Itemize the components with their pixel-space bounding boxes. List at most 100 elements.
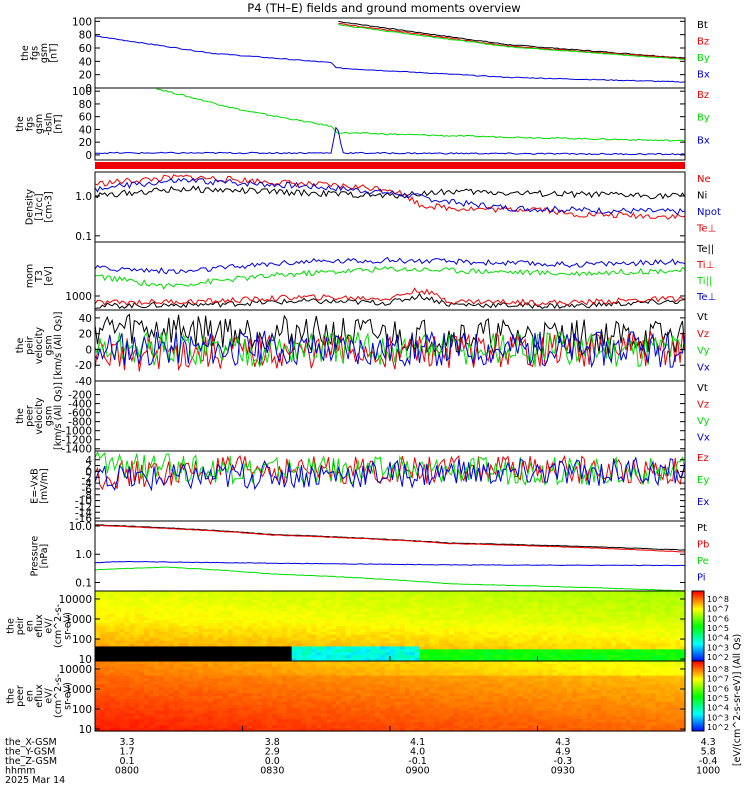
spectrogram-cell bbox=[635, 631, 642, 636]
spectrogram-cell bbox=[409, 620, 416, 624]
spectrogram-cell bbox=[321, 599, 327, 604]
spectrogram-cell bbox=[203, 658, 209, 662]
spectrogram-cell bbox=[385, 593, 391, 598]
spectrogram-cell bbox=[660, 605, 666, 610]
spectrogram-cell bbox=[449, 658, 455, 662]
spectrogram-cell bbox=[217, 620, 224, 624]
spectrogram-cell bbox=[429, 661, 435, 665]
spectrogram-cell bbox=[473, 678, 480, 683]
spectrogram-cell bbox=[409, 666, 416, 671]
spectrogram-cell bbox=[468, 672, 475, 677]
spectrogram-cell bbox=[355, 684, 362, 688]
spectrogram-cell bbox=[542, 655, 548, 659]
spectrogram-cell bbox=[468, 628, 475, 633]
spectrogram-cell bbox=[350, 672, 357, 677]
spectrogram-cell bbox=[144, 675, 150, 680]
spectrogram-cell bbox=[439, 658, 445, 662]
spectrogram-cell bbox=[198, 666, 204, 671]
spectrogram-cell bbox=[483, 655, 489, 659]
spectrogram-cell bbox=[552, 599, 558, 604]
spectrogram-cell bbox=[331, 672, 337, 677]
spectrogram-cell bbox=[680, 658, 686, 662]
spectrogram-cell bbox=[335, 687, 342, 691]
spectrogram-cell bbox=[434, 596, 440, 601]
spectrogram-cell bbox=[247, 652, 253, 656]
spectrogram-cell bbox=[493, 658, 499, 662]
spectrogram-cell bbox=[129, 663, 135, 668]
spectrogram-cell bbox=[316, 652, 322, 656]
spectrogram-cell bbox=[183, 611, 190, 615]
spectrogram-cell bbox=[434, 591, 440, 595]
spectrogram-cell bbox=[512, 593, 519, 598]
spectrogram-cell bbox=[434, 640, 440, 645]
spectrogram-cell bbox=[453, 681, 460, 685]
spectrogram-cell bbox=[178, 637, 185, 642]
spectrogram-cell bbox=[276, 690, 283, 694]
spectrogram-cell bbox=[365, 608, 371, 613]
spectrogram-cell bbox=[144, 646, 150, 650]
spectrogram-cell bbox=[257, 716, 263, 720]
spectrogram-cell bbox=[227, 719, 234, 723]
spectrogram-cell bbox=[424, 716, 430, 720]
spectrogram-cell bbox=[375, 675, 381, 680]
spectrogram-cell bbox=[129, 626, 135, 630]
spectrogram-cell bbox=[144, 681, 150, 685]
spectrogram-cell bbox=[193, 643, 199, 648]
spectrogram-cell bbox=[95, 646, 101, 650]
spectrogram-cell bbox=[139, 690, 145, 694]
spectrogram-cell bbox=[399, 719, 406, 723]
spectrogram-cell bbox=[458, 725, 465, 729]
spectrogram-cell bbox=[439, 646, 445, 650]
spectrogram-cell bbox=[606, 593, 612, 598]
spectrogram-cell bbox=[247, 701, 253, 706]
spectrogram-cell bbox=[178, 617, 185, 621]
spectrogram-cell bbox=[650, 620, 657, 624]
spectrogram-cell bbox=[345, 596, 352, 601]
spectrogram-cell bbox=[237, 634, 244, 639]
spectrogram-cell bbox=[463, 658, 470, 662]
spectrogram-cell bbox=[109, 690, 116, 694]
spectrogram-cell bbox=[114, 623, 121, 627]
spectrogram-cell bbox=[547, 626, 553, 630]
spectrogram-cell bbox=[601, 634, 607, 639]
spectrogram-cell bbox=[311, 666, 317, 671]
spectrogram-cell bbox=[473, 690, 480, 694]
spectrogram-cell bbox=[296, 646, 303, 650]
spectrogram-cell bbox=[124, 693, 131, 697]
spectrogram-cell bbox=[375, 611, 381, 615]
spectrogram-cell bbox=[208, 614, 214, 618]
spectrogram-cell bbox=[370, 696, 376, 700]
spectrogram-cell bbox=[217, 672, 224, 677]
spectrogram-cell bbox=[394, 663, 401, 668]
spectrogram-cell bbox=[394, 649, 401, 653]
spectrogram-cell bbox=[139, 672, 145, 677]
spectrogram-cell bbox=[144, 631, 150, 636]
spectrogram-cell bbox=[345, 663, 352, 668]
spectrogram-cell bbox=[552, 646, 558, 650]
spectrogram-cell bbox=[311, 649, 317, 653]
legend-entry: Bx bbox=[697, 70, 710, 81]
spectrogram-cell bbox=[562, 605, 568, 610]
spectrogram-cell bbox=[208, 716, 214, 720]
spectrogram-cell bbox=[434, 593, 440, 598]
spectrogram-cell bbox=[114, 605, 121, 610]
spectrogram-cell bbox=[213, 666, 219, 671]
spectrogram-cell bbox=[345, 722, 352, 726]
spectrogram-cell bbox=[390, 678, 396, 683]
legend-entry: Ni bbox=[697, 191, 707, 202]
spectrogram-cell bbox=[124, 701, 131, 706]
spectrogram-cell bbox=[286, 716, 293, 720]
spectrogram-cell bbox=[124, 658, 131, 662]
spectrogram-cell bbox=[650, 617, 657, 621]
spectrogram-cell bbox=[532, 596, 539, 601]
spectrogram-cell bbox=[665, 596, 671, 601]
spectrogram-cell bbox=[552, 605, 558, 610]
spectrogram-cell bbox=[680, 602, 686, 607]
spectrogram-cell bbox=[257, 661, 263, 665]
spectrogram-cell bbox=[385, 710, 391, 715]
spectrogram-cell bbox=[567, 634, 573, 639]
spectrogram-cell bbox=[286, 643, 293, 648]
spectrogram-cell bbox=[488, 634, 494, 639]
spectrogram-cell bbox=[168, 631, 175, 636]
spectrogram-cell bbox=[355, 710, 362, 715]
